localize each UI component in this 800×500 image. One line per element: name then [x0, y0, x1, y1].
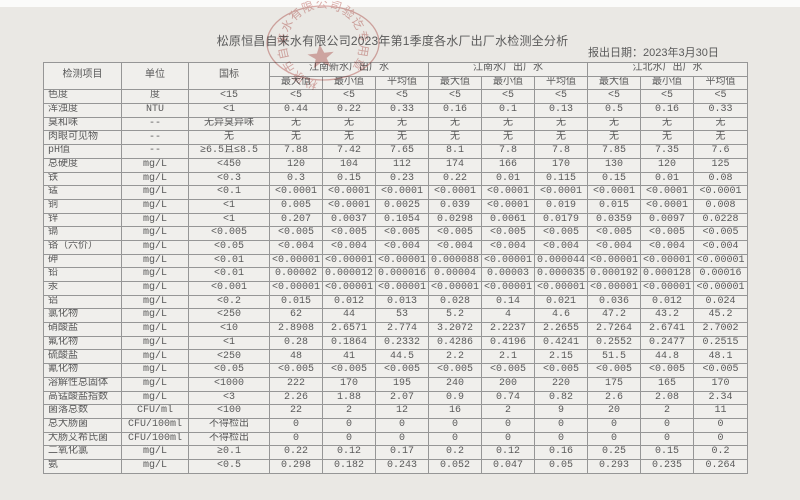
svg-text:松原市自来水有限公司验讫专用章: 松原市自来水有限公司验讫专用章	[275, 1, 372, 92]
